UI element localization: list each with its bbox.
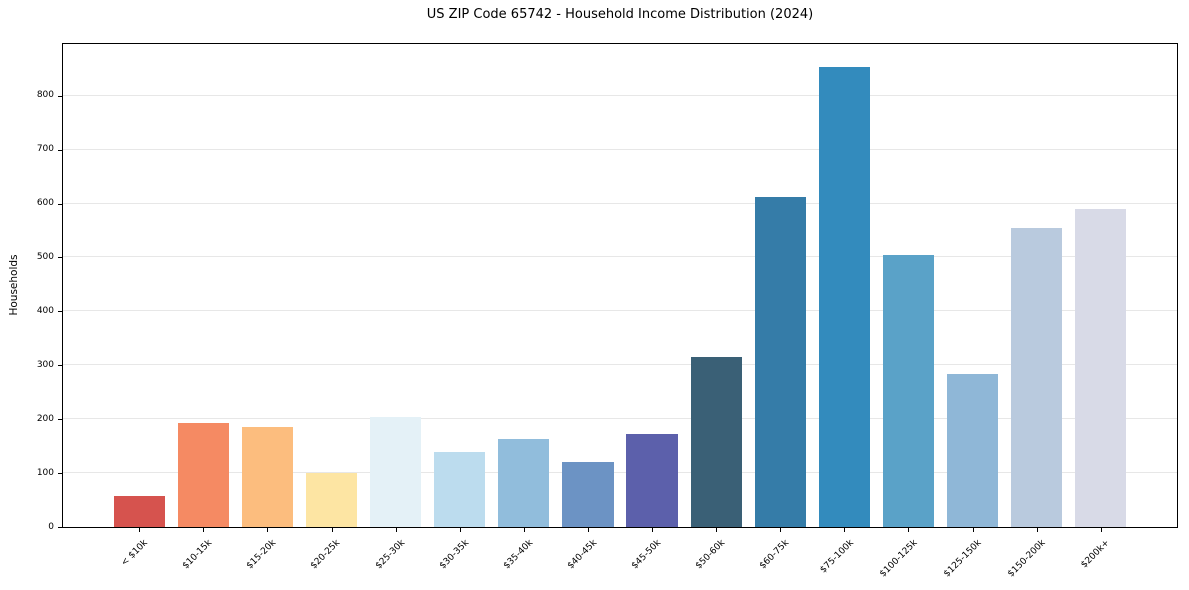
gridline-800 bbox=[63, 94, 1177, 96]
x-tick-mark bbox=[972, 528, 974, 532]
gridline-200 bbox=[63, 418, 1177, 420]
y-tick-label-300: 300 bbox=[36, 359, 54, 370]
bar-20-25k bbox=[305, 472, 358, 527]
x-tick-label-75-100k: $75-100k bbox=[818, 538, 856, 576]
y-tick-mark bbox=[58, 149, 62, 151]
y-tick-mark bbox=[58, 95, 62, 97]
bar-30-35k bbox=[434, 452, 486, 527]
gridline-600 bbox=[63, 202, 1177, 204]
x-tick-mark bbox=[267, 528, 269, 532]
gridline-700 bbox=[63, 148, 1177, 150]
x-tick-mark bbox=[844, 528, 846, 532]
x-tick-label-35-40k: $35-40k bbox=[501, 538, 535, 572]
x-tick-label-25-30k: $25-30k bbox=[373, 538, 407, 572]
x-tick-mark bbox=[587, 528, 589, 532]
chart-title: US ZIP Code 65742 - Household Income Dis… bbox=[426, 7, 814, 22]
x-tick-mark bbox=[331, 528, 333, 532]
x-tick-label-125-150k: $125-150k bbox=[942, 538, 984, 580]
y-tick-mark bbox=[58, 365, 62, 367]
x-tick-mark bbox=[716, 528, 718, 532]
y-tick-mark bbox=[58, 473, 62, 475]
y-tick-label-200: 200 bbox=[36, 413, 54, 424]
x-tick-label-30-35k: $30-35k bbox=[437, 538, 471, 572]
x-tick-label-10k: < $10k bbox=[120, 538, 151, 569]
y-tick-mark bbox=[58, 203, 62, 205]
bar-200k bbox=[1075, 208, 1127, 527]
x-tick-mark bbox=[908, 528, 910, 532]
gridline-100 bbox=[63, 472, 1177, 474]
x-tick-label-150-200k: $150-200k bbox=[1006, 538, 1048, 580]
x-tick-mark bbox=[1100, 528, 1102, 532]
y-tick-label-700: 700 bbox=[36, 144, 54, 155]
x-tick-mark bbox=[652, 528, 654, 532]
x-tick-mark bbox=[523, 528, 525, 532]
bar-15-20k bbox=[241, 426, 294, 527]
x-tick-label-60-75k: $60-75k bbox=[758, 538, 792, 572]
x-tick-label-45-50k: $45-50k bbox=[629, 538, 664, 572]
bar-150-200k bbox=[1010, 227, 1063, 527]
x-tick-label-50-60k: $50-60k bbox=[693, 538, 728, 572]
y-tick-label-800: 800 bbox=[36, 90, 54, 101]
bar-60-75k bbox=[754, 197, 806, 527]
y-tick-label-500: 500 bbox=[36, 251, 54, 262]
y-tick-mark bbox=[58, 257, 62, 259]
bar-125-150k bbox=[946, 373, 999, 527]
gridline-300 bbox=[63, 364, 1177, 366]
x-tick-mark bbox=[203, 528, 205, 532]
y-tick-label-400: 400 bbox=[36, 305, 54, 316]
y-tick-mark bbox=[58, 527, 62, 528]
bar-25-30k bbox=[370, 416, 422, 527]
bar-100-125k bbox=[882, 255, 935, 527]
x-tick-label-20-25k: $20-25k bbox=[309, 538, 343, 572]
gridline-400 bbox=[63, 310, 1177, 312]
bar-40-45k bbox=[562, 462, 614, 527]
x-tick-mark bbox=[395, 528, 397, 532]
x-tick-label-100-125k: $100-125k bbox=[878, 538, 920, 580]
x-tick-label-10-15k: $10-15k bbox=[181, 538, 215, 572]
y-tick-mark bbox=[58, 419, 62, 421]
gridline-500 bbox=[63, 256, 1177, 258]
bar-75-100k bbox=[818, 67, 870, 527]
bar-45-50k bbox=[626, 434, 678, 527]
x-tick-mark bbox=[780, 528, 782, 532]
y-tick-mark bbox=[58, 311, 62, 313]
bar-10k bbox=[113, 495, 165, 527]
x-tick-mark bbox=[459, 528, 461, 532]
plot-area bbox=[62, 43, 1178, 528]
x-tick-label-15-20k: $15-20k bbox=[245, 538, 279, 572]
x-tick-mark bbox=[139, 528, 141, 532]
bar-10-15k bbox=[177, 422, 229, 527]
x-tick-label-200k: $200k+ bbox=[1079, 538, 1112, 571]
x-tick-label-40-45k: $40-45k bbox=[565, 538, 600, 572]
bar-50-60k bbox=[690, 357, 742, 527]
bar-35-40k bbox=[498, 438, 550, 527]
x-tick-mark bbox=[1036, 528, 1038, 532]
y-tick-label-0: 0 bbox=[48, 521, 54, 532]
y-tick-label-600: 600 bbox=[36, 198, 54, 209]
y-tick-label-100: 100 bbox=[36, 467, 54, 478]
